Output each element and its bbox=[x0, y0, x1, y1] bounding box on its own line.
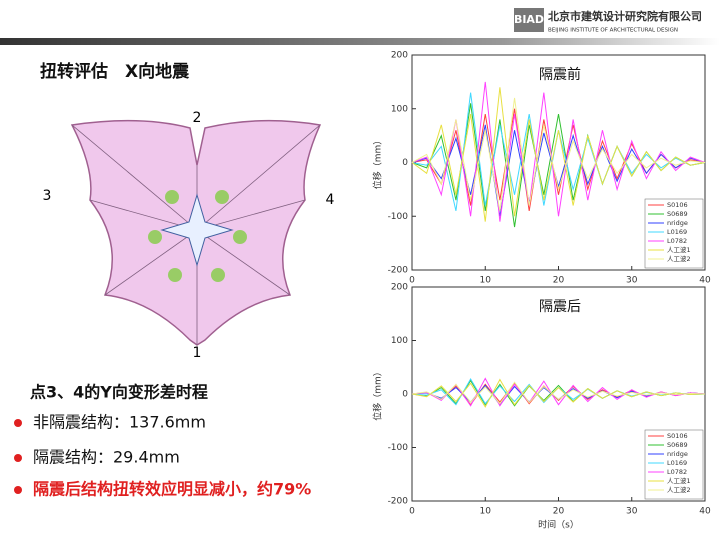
y-tick-label: 100 bbox=[391, 104, 408, 114]
point-label: 2 bbox=[193, 110, 202, 126]
legend-label: 人工波1 bbox=[667, 245, 691, 254]
y-tick-label: 200 bbox=[391, 283, 408, 293]
point-label: 1 bbox=[193, 345, 202, 361]
summary-item: 隔震后结构扭转效应明显减小，约79% bbox=[33, 480, 311, 499]
x-tick-label: 10 bbox=[480, 507, 492, 517]
series-line bbox=[411, 378, 706, 408]
legend-label: nridge bbox=[667, 450, 688, 458]
series-line bbox=[411, 81, 706, 222]
legend-label: L0169 bbox=[667, 459, 687, 467]
legend-box bbox=[644, 198, 704, 269]
summary-item: 隔震结构：29.4mm bbox=[33, 448, 180, 467]
y-axis-label: 位移（mm） bbox=[372, 367, 384, 421]
legend-label: L0169 bbox=[667, 228, 687, 236]
slide-title: 扭转评估 X向地震 bbox=[40, 61, 190, 82]
bullet bbox=[14, 486, 22, 494]
x-tick-label: 30 bbox=[626, 276, 638, 286]
org-en: BEIJING INSTITUTE OF ARCHITECTURAL DESIG… bbox=[548, 28, 678, 34]
y-tick-label: -200 bbox=[388, 497, 409, 507]
series-line bbox=[411, 381, 706, 405]
x-tick-label: 10 bbox=[480, 276, 492, 286]
point-label: 4 bbox=[326, 192, 335, 208]
y-tick-label: 200 bbox=[391, 51, 408, 61]
summary-item: 非隔震结构：137.6mm bbox=[33, 413, 206, 432]
series-line bbox=[411, 97, 706, 211]
x-tick-label: 0 bbox=[409, 276, 415, 286]
x-axis-label: 时间（s） bbox=[538, 519, 579, 531]
y-tick-label: 0 bbox=[402, 158, 408, 168]
legend-label: S0106 bbox=[667, 201, 688, 209]
legend-label: 人工波1 bbox=[667, 476, 691, 485]
legend-label: 人工波2 bbox=[667, 485, 691, 494]
legend-label: S0106 bbox=[667, 432, 688, 440]
legend-label: L0782 bbox=[667, 237, 687, 245]
summary-heading: 点3、4的Y向变形差时程 bbox=[30, 383, 208, 402]
x-tick-label: 40 bbox=[699, 507, 711, 517]
legend-box bbox=[644, 429, 704, 500]
logo-box bbox=[514, 8, 544, 32]
y-tick-label: 0 bbox=[402, 390, 408, 400]
x-tick-label: 20 bbox=[553, 507, 565, 517]
legend-label: L0782 bbox=[667, 468, 687, 476]
chart-title: 隔震后 bbox=[539, 299, 581, 315]
x-tick-label: 20 bbox=[553, 276, 565, 286]
legend-label: nridge bbox=[667, 219, 688, 227]
bullet bbox=[14, 419, 22, 427]
legend-label: S0689 bbox=[667, 210, 688, 218]
x-tick-label: 40 bbox=[699, 276, 711, 286]
y-axis-label: 位移（mm） bbox=[372, 136, 384, 190]
point-label: 3 bbox=[43, 188, 52, 204]
x-tick-label: 30 bbox=[626, 507, 638, 517]
x-tick-label: 0 bbox=[409, 507, 415, 517]
y-tick-label: -200 bbox=[388, 266, 409, 276]
logo: BIAD bbox=[514, 13, 544, 26]
y-tick-label: -100 bbox=[388, 443, 409, 453]
series-line bbox=[411, 87, 706, 222]
header-bar bbox=[0, 38, 720, 45]
structure-plan bbox=[70, 119, 322, 346]
y-tick-label: -100 bbox=[388, 212, 409, 222]
legend-label: 人工波2 bbox=[667, 254, 691, 263]
chart-title: 隔震前 bbox=[539, 66, 581, 83]
org-cn: 北京市建筑设计研究院有限公司 bbox=[548, 9, 702, 23]
bullet bbox=[14, 454, 22, 462]
legend-label: S0689 bbox=[667, 441, 688, 449]
y-tick-label: 100 bbox=[391, 336, 408, 346]
